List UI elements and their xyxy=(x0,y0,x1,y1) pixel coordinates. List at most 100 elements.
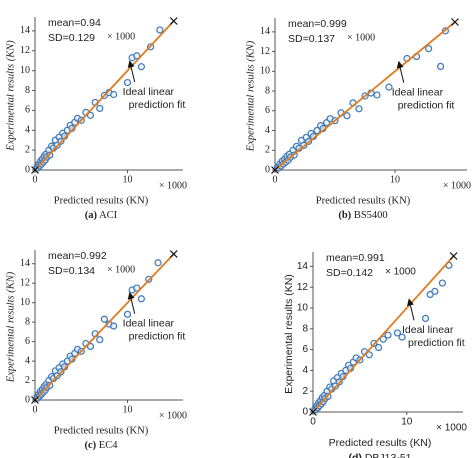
point xyxy=(355,105,363,113)
point xyxy=(421,314,430,322)
caption-text: DBJ13-51 xyxy=(365,452,412,458)
annotation-arrow xyxy=(127,60,136,83)
caption: (c) EC4 xyxy=(85,440,119,451)
x-unit: × 1000 xyxy=(159,180,187,191)
fit-line xyxy=(34,20,175,171)
y-tick-label: 2 xyxy=(25,144,30,155)
y-tick-label: 14 xyxy=(20,25,30,36)
caption-text: BS5400 xyxy=(354,210,388,221)
stat: mean=0.992 xyxy=(48,250,107,262)
annotation: Ideal linear xyxy=(123,86,175,98)
annotation: prediction fit xyxy=(129,99,186,111)
y-tick-label: 12 xyxy=(20,45,30,56)
stat: mean=0.991 xyxy=(326,252,385,264)
point xyxy=(137,63,145,71)
fit-line xyxy=(274,21,456,171)
y-tick-label: 2 xyxy=(302,386,308,397)
x-axis-label: Predicted results (KN) xyxy=(54,195,149,206)
y-tick-label: 4 xyxy=(302,365,308,376)
annotation-arrow xyxy=(407,298,415,321)
y-tick-label: 8 xyxy=(265,85,270,96)
annotation-arrow xyxy=(396,60,405,83)
y-tick-label: 8 xyxy=(25,316,30,327)
y-tick-label: 4 xyxy=(265,125,270,136)
y-axis-label: Experimental results (KN) xyxy=(5,271,16,383)
point xyxy=(156,26,164,34)
y-tick-label: 10 xyxy=(20,297,30,308)
stat: SD=0.129 xyxy=(48,32,95,44)
y-tick-label: 6 xyxy=(25,105,30,116)
y-tick-label: 10 xyxy=(260,66,270,77)
stat: SD=0.137 xyxy=(288,33,335,45)
panel: 0 2 4 6 8 10 12 14 0 10 × 1000 × 1000 Predicted resu… xyxy=(5,250,187,452)
x-unit: × 1000 xyxy=(443,180,471,191)
x-tick-label: 0 xyxy=(310,417,316,428)
y-tick-label: 12 xyxy=(260,46,270,57)
fit-end-marker xyxy=(451,18,459,26)
y-tick-label: 10 xyxy=(297,303,309,314)
y-unit: × 1000 xyxy=(385,267,416,278)
y-axis-label: Experimental results (KN) xyxy=(245,40,256,152)
point xyxy=(86,342,95,351)
x-axis-label: Predicted results (KN) xyxy=(54,425,149,436)
y-unit: × 1000 xyxy=(347,32,375,43)
point xyxy=(375,343,383,352)
y-axis-label: Experimental results (KN) xyxy=(283,274,295,394)
y-tick-label: 14 xyxy=(297,261,309,272)
stat: SD=0.134 xyxy=(48,265,95,277)
point xyxy=(96,104,104,113)
stat: SD=0.142 xyxy=(326,267,373,279)
point xyxy=(385,83,393,91)
y-tick-label: 12 xyxy=(297,282,309,293)
point xyxy=(398,333,406,341)
y-unit: × 1000 xyxy=(107,31,135,42)
panel: 0 2 4 6 8 10 12 14 0 10 × 1000 × 1000 Predicted resu… xyxy=(5,17,187,222)
x-tick-label: 10 xyxy=(401,417,413,428)
y-unit: × 1000 xyxy=(107,264,135,275)
point xyxy=(343,112,351,120)
point xyxy=(437,62,445,71)
y-tick-label: 2 xyxy=(265,145,270,156)
fit-end-marker xyxy=(309,408,317,416)
caption-label: (c) xyxy=(85,440,97,451)
y-tick-label: 6 xyxy=(265,105,270,116)
panel: 0 2 4 6 8 10 12 14 0 10 × 1000 × 1000 Predicted resu… xyxy=(245,18,471,222)
caption: (b) BS5400 xyxy=(338,210,387,221)
point xyxy=(425,45,433,53)
fit-end-marker xyxy=(271,166,279,174)
x-tick-label: 0 xyxy=(273,174,278,185)
y-tick-label: 10 xyxy=(20,65,30,76)
fit-line xyxy=(34,253,175,401)
point xyxy=(431,287,439,295)
y-tick-label: 0 xyxy=(302,407,308,418)
y-tick-label: 8 xyxy=(25,85,30,96)
y-tick-label: 4 xyxy=(25,355,30,366)
stat: mean=0.94 xyxy=(48,17,101,29)
y-tick-label: 14 xyxy=(20,258,30,269)
point xyxy=(100,315,108,323)
point xyxy=(86,111,95,119)
y-tick-label: 2 xyxy=(25,375,30,386)
x-unit: × 1000 xyxy=(436,423,467,434)
x-axis-label: Predicted results (KN) xyxy=(329,437,432,449)
point xyxy=(373,91,381,99)
y-tick-label: 0 xyxy=(25,394,30,405)
y-tick-label: 6 xyxy=(25,336,30,347)
y-tick-label: 14 xyxy=(260,26,270,37)
fit-end-marker xyxy=(169,250,178,258)
x-unit: × 1000 xyxy=(159,410,187,421)
point xyxy=(384,331,392,339)
annotation: Ideal linear xyxy=(392,86,444,98)
y-tick-label: 8 xyxy=(302,323,308,334)
caption-label: (b) xyxy=(338,210,351,221)
point xyxy=(133,284,141,292)
caption-text: ACI xyxy=(99,210,118,221)
y-tick-label: 12 xyxy=(20,277,30,288)
point xyxy=(379,335,387,343)
annotation: prediction fit xyxy=(129,330,186,342)
fit-end-marker xyxy=(169,17,178,25)
fit-end-marker xyxy=(31,166,39,174)
caption-label: (a) xyxy=(85,210,98,221)
annotation: Ideal linear xyxy=(123,317,175,329)
